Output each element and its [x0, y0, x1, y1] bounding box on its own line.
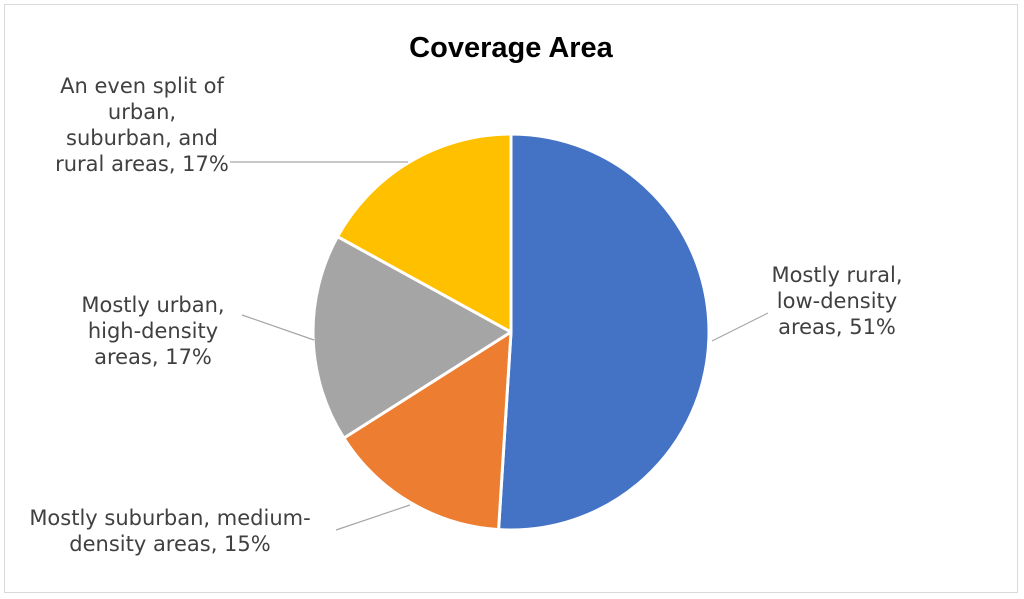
- data-label-line: low-density: [777, 289, 897, 313]
- leader-line-3: [241, 314, 315, 341]
- data-label-1: Mostly rural, low-density areas, 51%: [771, 263, 902, 339]
- data-label-line: Mostly urban,: [81, 293, 224, 317]
- data-label-line: Mostly suburban, medium-: [29, 506, 310, 530]
- data-labels: Mostly rural, low-density areas, 51%Mostly…: [29, 74, 902, 556]
- chart-title: Coverage Area: [409, 32, 614, 64]
- data-label-line: An even split of: [60, 74, 224, 98]
- leader-line-1: [711, 312, 769, 342]
- leader-line-2: [335, 504, 411, 531]
- data-label-line: rural areas, 17%: [55, 152, 229, 176]
- data-label-2: Mostly suburban, medium-density areas, 1…: [29, 506, 310, 556]
- data-label-4: An even split of urban, suburban, and rural…: [55, 74, 229, 176]
- data-label-3: Mostly urban, high-density areas, 17%: [81, 293, 224, 369]
- data-label-line: density areas, 15%: [69, 532, 270, 556]
- leader-lines: [230, 161, 769, 531]
- data-label-line: areas, 17%: [94, 345, 212, 369]
- data-label-line: high-density: [88, 319, 218, 343]
- data-label-line: suburban, and: [66, 126, 218, 150]
- pie-slice-1: [497, 132, 711, 532]
- pie-slice-4: [335, 132, 513, 334]
- pie-slices: [311, 132, 711, 532]
- pie-slice-2: [342, 330, 513, 532]
- data-label-line: areas, 51%: [778, 315, 896, 339]
- data-label-line: Mostly rural,: [771, 263, 902, 287]
- data-label-line: urban,: [108, 100, 176, 124]
- pie-slice-3: [311, 235, 513, 440]
